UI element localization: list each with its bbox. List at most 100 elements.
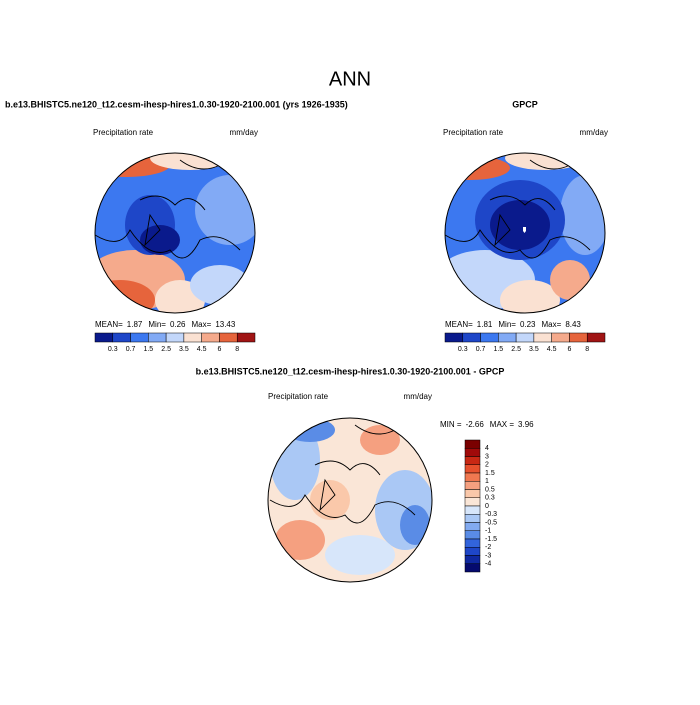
- stat-value: -2.66: [466, 420, 485, 429]
- colorbar-label: 0.7: [126, 346, 136, 353]
- colorbar-box: [464, 448, 481, 457]
- colorbar-label: 8: [585, 346, 589, 353]
- colorbar-label: -1.5: [485, 536, 497, 543]
- colorbar-box: [569, 332, 588, 343]
- colorbar-box: [464, 439, 481, 449]
- map-border: [94, 152, 256, 314]
- colorbar-box: [551, 332, 570, 343]
- colorbar-box: [464, 497, 481, 507]
- colorbar-label: 0.7: [476, 346, 486, 353]
- colorbar-label: 3: [485, 453, 489, 460]
- stat-label: MAX =: [490, 420, 515, 429]
- stat-label: MEAN=: [445, 320, 473, 329]
- stat-value: 8.43: [565, 320, 581, 329]
- colorbar-label: -0.5: [485, 519, 497, 526]
- colorbar-box: [112, 332, 131, 343]
- colorbar-box: [515, 332, 535, 343]
- colorbar-label: -0.3: [485, 511, 497, 518]
- colorbar-label: 1.5: [493, 346, 503, 353]
- colorbar-label: 0: [485, 503, 489, 510]
- colorbar-box: [464, 505, 481, 515]
- colorbar-box: [464, 538, 481, 548]
- colorbar-label: 8: [235, 346, 239, 353]
- stat-label: Min=: [148, 320, 166, 329]
- colorbar-box: [444, 332, 464, 343]
- colorbar-label: 2.5: [161, 346, 171, 353]
- stat-label: MIN =: [440, 420, 462, 429]
- colorbar-box: [464, 456, 481, 465]
- right-label: mm/day: [580, 128, 608, 137]
- colorbar-box: [464, 563, 481, 573]
- colorbar-label: -2: [485, 544, 491, 551]
- map-border: [267, 417, 433, 583]
- colorbar-label: 6: [567, 346, 571, 353]
- stat-value: 1.87: [127, 320, 143, 329]
- colorbar-label: 0.3: [108, 346, 118, 353]
- colorbar-label: 4.5: [547, 346, 557, 353]
- stat-value: 0.26: [170, 320, 186, 329]
- colorbar-box: [464, 555, 481, 564]
- colorbar-box: [165, 332, 185, 343]
- colorbar-box: [480, 332, 499, 343]
- stat-value: 13.43: [215, 320, 236, 329]
- panel-title: b.e13.BHISTC5.ne120_t12.cesm-ihesp-hires…: [196, 366, 505, 376]
- colorbar-label: 2.5: [511, 346, 521, 353]
- map-border: [444, 152, 606, 314]
- colorbar-box: [464, 514, 481, 523]
- colorbar-label: 0.3: [485, 495, 495, 502]
- colorbar-box: [464, 530, 481, 540]
- colorbar-box: [236, 332, 256, 343]
- colorbar-label: 6: [217, 346, 221, 353]
- map: [268, 418, 432, 582]
- stat-label: Max=: [192, 320, 212, 329]
- colorbar-box: [462, 332, 481, 343]
- colorbar-label: -4: [485, 561, 491, 568]
- main-title: ANN: [329, 68, 371, 90]
- colorbar-box: [464, 464, 481, 474]
- colorbar-box: [130, 332, 149, 343]
- stat-label: MEAN=: [95, 320, 123, 329]
- colorbar-box: [533, 332, 552, 343]
- colorbar-box: [498, 332, 517, 343]
- right-label: mm/day: [230, 128, 258, 137]
- right-label: mm/day: [404, 392, 432, 401]
- colorbar-box: [586, 332, 606, 343]
- colorbar-label: 3.5: [529, 346, 539, 353]
- stats: MEAN= 1.81 Min= 0.23 Max= 8.43: [445, 320, 581, 329]
- colorbar-box: [94, 332, 114, 343]
- colorbar-label: 1.5: [485, 470, 495, 477]
- colorbar-box: [464, 489, 481, 498]
- stats: MIN = -2.66 MAX = 3.96: [440, 420, 534, 429]
- map: [95, 153, 255, 313]
- stat-label: Min=: [498, 320, 516, 329]
- colorbar-box: [464, 547, 481, 556]
- stat-label: Max=: [542, 320, 562, 329]
- colorbar-label: 3.5: [179, 346, 189, 353]
- colorbar-box: [219, 332, 238, 343]
- colorbar-box: [464, 481, 481, 490]
- panel-title: b.e13.BHISTC5.ne120_t12.cesm-ihesp-hires…: [5, 99, 348, 109]
- colorbar-label: 4.5: [197, 346, 207, 353]
- panel-title: GPCP: [512, 99, 538, 109]
- stat-value: 1.81: [477, 320, 493, 329]
- colorbar-box: [183, 332, 202, 343]
- colorbar-box: [464, 522, 481, 531]
- left-label: Precipitation rate: [93, 128, 154, 137]
- colorbar-label: 0.5: [485, 486, 495, 493]
- map: [445, 153, 605, 313]
- stats: MEAN= 1.87 Min= 0.26 Max= 13.43: [95, 320, 236, 329]
- colorbar-box: [464, 472, 481, 482]
- colorbar-label: -1: [485, 528, 491, 535]
- colorbar-label: 1: [485, 478, 489, 485]
- colorbar-label: -3: [485, 552, 491, 559]
- stat-value: 3.96: [518, 420, 534, 429]
- colorbar-box: [201, 332, 220, 343]
- left-label: Precipitation rate: [268, 392, 329, 401]
- stat-value: 0.23: [520, 320, 536, 329]
- colorbar-box: [148, 332, 167, 343]
- left-label: Precipitation rate: [443, 128, 504, 137]
- colorbar-label: 4: [485, 445, 489, 452]
- colorbar-label: 2: [485, 462, 489, 469]
- colorbar-label: 0.3: [458, 346, 468, 353]
